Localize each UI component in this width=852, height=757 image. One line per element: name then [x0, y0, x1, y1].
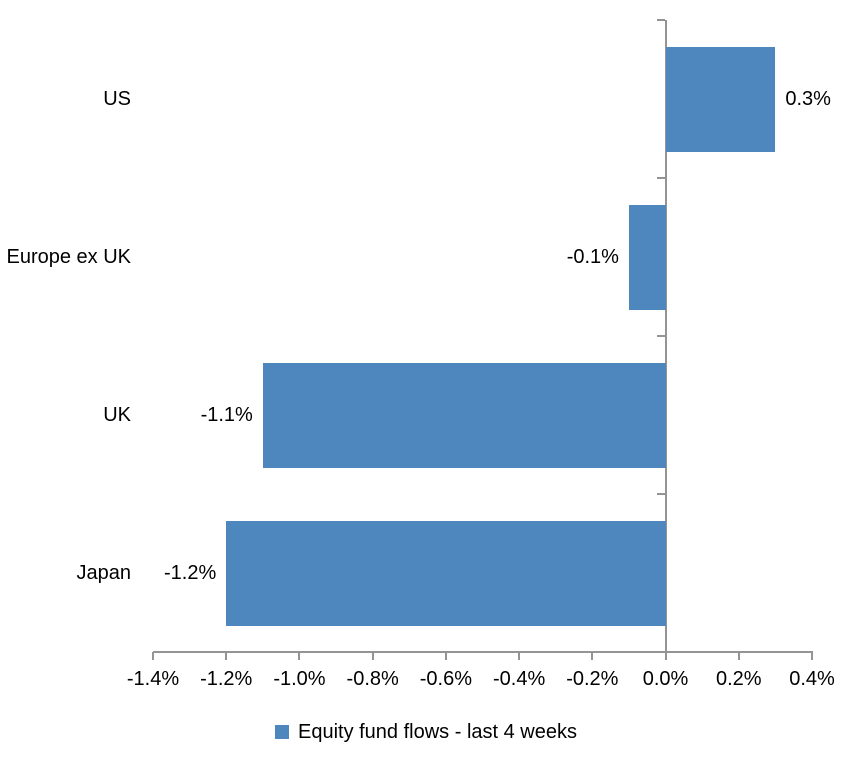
y-axis-tick [656, 335, 665, 337]
x-axis-tick [811, 652, 813, 660]
x-axis-tick-label: -0.4% [492, 668, 546, 690]
x-axis-tick [371, 652, 374, 660]
x-axis-tick-label: -0.8% [346, 668, 399, 690]
bar-uk [262, 362, 666, 468]
x-axis-tick-label: -1.2% [200, 668, 253, 690]
x-axis-line [153, 651, 813, 653]
x-axis-tick-label: -0.6% [419, 668, 472, 690]
x-axis-tick [591, 652, 594, 660]
value-label-europe-ex-uk: -0.1% [566, 246, 619, 268]
x-axis-tick [298, 652, 301, 660]
value-label-uk: -1.1% [200, 404, 253, 426]
x-axis-tick [518, 652, 521, 660]
value-label-us: 0.3% [785, 88, 831, 110]
x-axis-tick-label: -1.4% [126, 668, 180, 690]
y-axis-tick [656, 19, 665, 21]
x-axis-tick [664, 652, 667, 660]
x-axis-tick-label: 0.0% [642, 668, 689, 690]
category-label-us: US [103, 88, 131, 110]
x-axis-tick [444, 652, 447, 660]
bar-japan [226, 520, 666, 626]
category-label-uk: UK [103, 404, 131, 426]
y-axis-zero-line [664, 20, 667, 652]
category-label-europe-ex-uk: Europe ex UK [6, 246, 131, 268]
category-label-japan: Japan [76, 562, 132, 584]
x-axis-tick-label: 0.4% [789, 668, 835, 690]
x-axis-tick-label: -1.0% [273, 668, 326, 690]
bar-europe-ex-uk [628, 204, 666, 310]
value-label-japan: -1.2% [163, 562, 217, 584]
y-axis-tick [656, 177, 665, 179]
y-axis-tick [656, 493, 665, 495]
y-axis-tick [656, 651, 665, 653]
x-axis-tick [737, 652, 740, 660]
legend: Equity fund flows - last 4 weeks [0, 720, 852, 744]
x-axis-tick [225, 652, 228, 660]
bar-us [665, 46, 776, 152]
x-axis-tick-label: 0.2% [715, 668, 762, 690]
legend-label: Equity fund flows - last 4 weeks [297, 721, 577, 743]
legend-swatch-icon [274, 725, 289, 739]
x-axis-tick [152, 652, 154, 660]
x-axis-tick-label: -0.2% [566, 668, 619, 690]
